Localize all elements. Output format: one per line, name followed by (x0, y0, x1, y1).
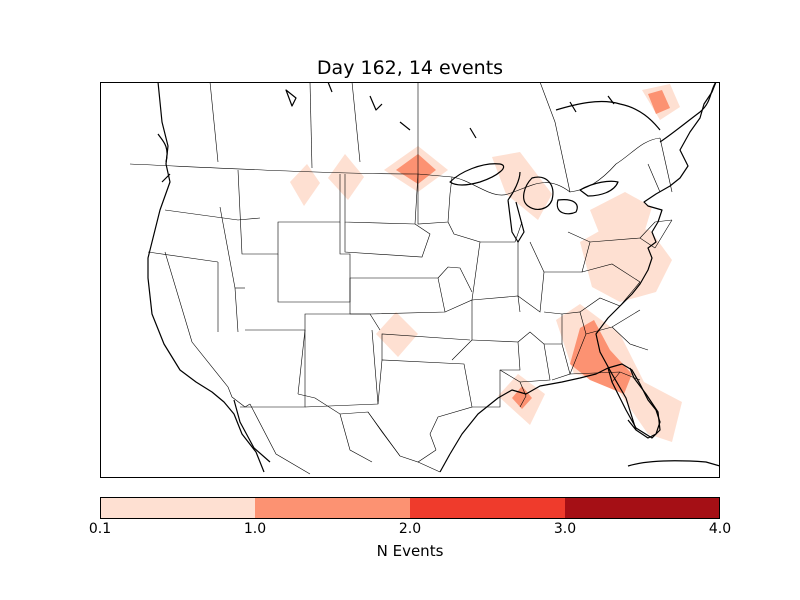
hotspot-louisiana-core (512, 386, 532, 409)
coastlines (147, 82, 720, 473)
hotspot-oklahoma (376, 312, 418, 357)
hotspot-north-dakota-core (396, 154, 436, 184)
state-borders (129, 82, 673, 475)
map-frame (100, 82, 720, 478)
hotspot-michigan (492, 152, 552, 220)
colorbar-frame (100, 497, 720, 519)
colorbar-bin-3 (565, 497, 720, 519)
colorbar-bin-1 (255, 497, 410, 519)
colorbar-bin-2 (410, 497, 565, 519)
colorbar-label: N Events (376, 542, 444, 560)
hotspot-virginia (580, 225, 672, 302)
colorbar-tick-1: 1.0 (243, 521, 267, 537)
hotspot-maine-core (648, 90, 670, 114)
colorbar-tick-2: 2.0 (398, 521, 422, 537)
colorbar-tick-4: 4.0 (708, 521, 732, 537)
event-density-fills (290, 84, 682, 442)
map-plot (100, 82, 720, 478)
hotspot-montana-west (290, 164, 320, 206)
colorbar-tick-0: 0.1 (88, 521, 112, 537)
map-title: Day 162, 14 events (316, 57, 504, 79)
colorbar (100, 497, 720, 519)
hotspot-montana-central (328, 154, 364, 200)
colorbar-bin-0 (100, 497, 255, 519)
hotspot-georgia-core (570, 320, 632, 394)
colorbar-tick-3: 3.0 (553, 521, 577, 537)
